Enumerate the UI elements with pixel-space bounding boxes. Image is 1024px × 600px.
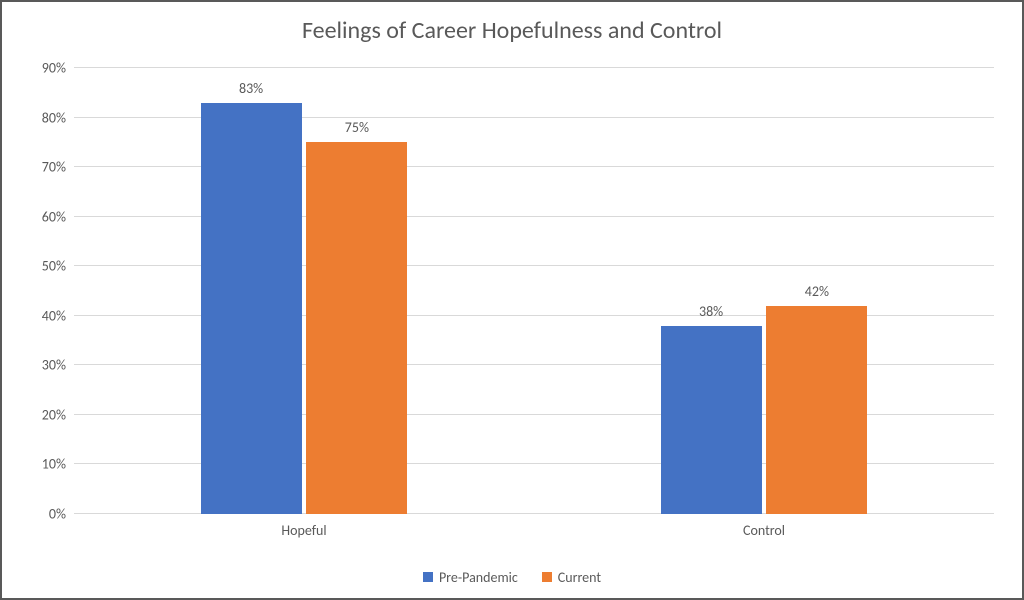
legend-label: Current: [558, 569, 601, 586]
legend: Pre-Pandemic Current: [2, 569, 1022, 587]
bar: 83%: [201, 103, 302, 514]
bar: 42%: [766, 306, 867, 514]
legend-swatch: [423, 572, 433, 582]
y-axis-label: 70%: [42, 159, 74, 176]
bar-value-label: 38%: [699, 303, 723, 320]
x-axis-label: Hopeful: [281, 522, 326, 539]
y-axis-label: 90%: [42, 60, 74, 77]
y-axis-label: 60%: [42, 208, 74, 225]
bar-value-label: 75%: [345, 119, 369, 136]
legend-label: Pre-Pandemic: [439, 569, 518, 586]
chart-container: Feelings of Career Hopefulness and Contr…: [0, 0, 1024, 600]
bar: 38%: [661, 326, 762, 514]
legend-item: Pre-Pandemic: [423, 569, 518, 586]
y-axis-label: 50%: [42, 258, 74, 275]
y-axis-label: 10%: [42, 456, 74, 473]
bar: 75%: [306, 142, 407, 514]
legend-item: Current: [542, 569, 601, 586]
legend-swatch: [542, 572, 552, 582]
y-axis-label: 30%: [42, 357, 74, 374]
y-axis-label: 40%: [42, 307, 74, 324]
x-axis-label: Control: [743, 522, 785, 539]
bar-value-label: 42%: [805, 283, 829, 300]
bar-value-label: 83%: [239, 80, 263, 97]
plot-area: 0%10%20%30%40%50%60%70%80%90%83%75%Hopef…: [74, 68, 994, 514]
y-axis-label: 20%: [42, 406, 74, 423]
y-axis-label: 80%: [42, 109, 74, 126]
chart-title: Feelings of Career Hopefulness and Contr…: [2, 16, 1022, 45]
gridline: [74, 67, 994, 68]
y-axis-label: 0%: [49, 506, 74, 523]
